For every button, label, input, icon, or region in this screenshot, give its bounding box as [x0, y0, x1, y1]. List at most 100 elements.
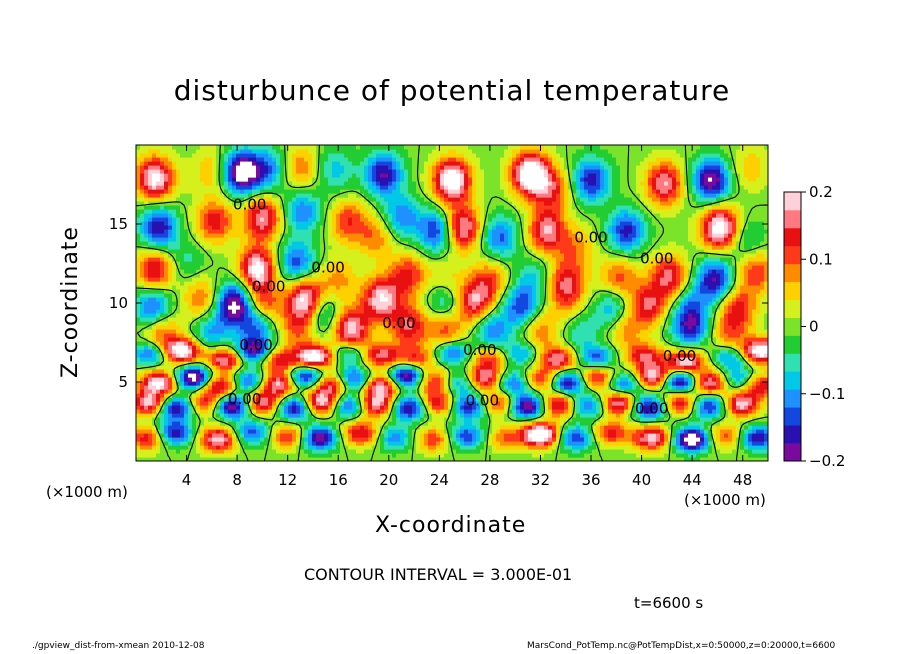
heatmap-cell: [472, 437, 477, 442]
heatmap-cell: [308, 369, 313, 374]
heatmap-cell: [144, 381, 149, 386]
heatmap-cell: [508, 353, 513, 358]
heatmap-cell: [212, 421, 217, 426]
heatmap-cell: [640, 393, 645, 398]
heatmap-cell: [196, 353, 201, 358]
heatmap-cell: [500, 389, 505, 394]
heatmap-cell: [396, 333, 401, 338]
heatmap-cell: [640, 445, 645, 450]
heatmap-cell: [612, 401, 617, 406]
heatmap-cell: [548, 457, 553, 461]
heatmap-cell: [216, 389, 221, 394]
heatmap-cell: [476, 377, 481, 382]
heatmap-cell: [144, 405, 149, 410]
heatmap-cell: [400, 421, 405, 426]
heatmap-cell: [500, 449, 505, 454]
heatmap-cell: [616, 417, 621, 422]
heatmap-cell: [168, 345, 173, 350]
heatmap-cell: [416, 421, 421, 426]
heatmap-cell: [248, 457, 253, 461]
heatmap-cell: [604, 373, 609, 378]
heatmap-cell: [404, 397, 409, 402]
heatmap-cell: [744, 337, 749, 342]
heatmap-cell: [192, 385, 197, 390]
heatmap-cell: [176, 405, 181, 410]
heatmap-cell: [464, 345, 469, 350]
heatmap-cell: [732, 437, 737, 442]
heatmap-cell: [248, 369, 253, 374]
heatmap-cell: [652, 433, 657, 438]
heatmap-cell: [640, 453, 645, 458]
heatmap-cell: [724, 425, 729, 430]
heatmap-cell: [532, 369, 537, 374]
heatmap-cell: [136, 453, 141, 458]
heatmap-cell: [436, 337, 441, 342]
heatmap-cell: [492, 361, 497, 366]
heatmap-cell: [180, 333, 185, 338]
heatmap-cell: [744, 429, 749, 434]
heatmap-cell: [260, 409, 265, 414]
heatmap-cell: [308, 361, 313, 366]
heatmap-cell: [208, 369, 213, 374]
heatmap-cell: [696, 401, 701, 406]
heatmap-cell: [516, 373, 521, 378]
heatmap-cell: [412, 413, 417, 418]
heatmap-cell: [176, 397, 181, 402]
heatmap-cell: [668, 437, 673, 442]
heatmap-cell: [504, 421, 509, 426]
heatmap-cell: [568, 365, 573, 370]
heatmap-cell: [484, 433, 489, 438]
heatmap-cell: [600, 417, 605, 422]
heatmap-cell: [236, 417, 241, 422]
heatmap-cell: [516, 345, 521, 350]
heatmap-cell: [408, 361, 413, 366]
heatmap-cell: [360, 373, 365, 378]
heatmap-cell: [720, 337, 725, 342]
heatmap-cell: [480, 457, 485, 461]
heatmap-cell: [460, 365, 465, 370]
heatmap-cell: [692, 437, 697, 442]
heatmap-cell: [496, 421, 501, 426]
heatmap-cell: [504, 389, 509, 394]
heatmap-cell: [244, 413, 249, 418]
heatmap-cell: [656, 373, 661, 378]
heatmap-cell: [448, 401, 453, 406]
heatmap-cell: [256, 397, 261, 402]
heatmap-cell: [624, 361, 629, 366]
heatmap-cell: [228, 341, 233, 346]
heatmap-cell: [704, 449, 709, 454]
heatmap-cell: [352, 449, 357, 454]
heatmap-cell: [336, 405, 341, 410]
heatmap-cell: [764, 449, 768, 454]
heatmap-cell: [144, 357, 149, 362]
heatmap-cell: [676, 413, 681, 418]
heatmap-cell: [528, 365, 533, 370]
heatmap-cell: [364, 445, 369, 450]
heatmap-cell: [572, 365, 577, 370]
heatmap-cell: [572, 417, 577, 422]
heatmap-cell: [724, 409, 729, 414]
heatmap-cell: [488, 369, 493, 374]
heatmap-cell: [760, 441, 765, 446]
heatmap-cell: [544, 369, 549, 374]
heatmap-cell: [584, 413, 589, 418]
heatmap-cell: [476, 357, 481, 362]
heatmap-cell: [568, 449, 573, 454]
heatmap-cell: [348, 341, 353, 346]
heatmap-cell: [192, 401, 197, 406]
heatmap-cell: [284, 389, 289, 394]
heatmap-cell: [364, 373, 369, 378]
heatmap-cell: [488, 341, 493, 346]
heatmap-cell: [284, 425, 289, 430]
heatmap-cell: [552, 385, 557, 390]
heatmap-cell: [380, 377, 385, 382]
heatmap-cell: [244, 373, 249, 378]
heatmap-cell: [196, 385, 201, 390]
heatmap-cell: [136, 349, 141, 354]
heatmap-cell: [392, 333, 397, 338]
heatmap-cell: [152, 385, 157, 390]
heatmap-cell: [400, 365, 405, 370]
heatmap-cell: [164, 365, 169, 370]
heatmap-cell: [188, 413, 193, 418]
heatmap-cell: [604, 409, 609, 414]
